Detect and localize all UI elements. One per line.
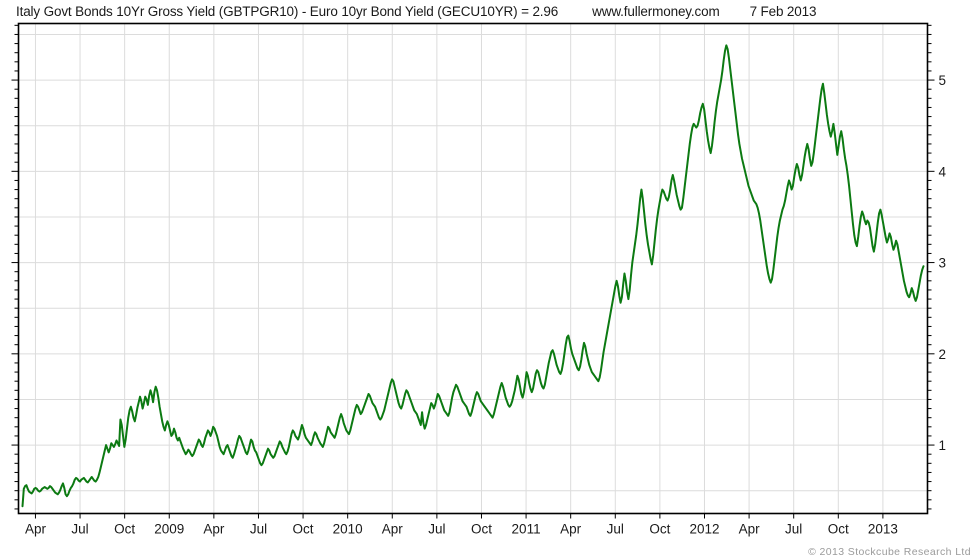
x-axis-tick-label: Oct xyxy=(471,522,492,537)
data-series-line xyxy=(21,44,925,508)
x-axis-tick-label: Jul xyxy=(785,522,802,537)
y-axis-ticks: 1 2 3 4 5 xyxy=(11,24,947,510)
x-axis-tick-label: Apr xyxy=(739,522,761,537)
y-axis-tick-label: 4 xyxy=(939,164,947,179)
y-axis-tick-label: 1 xyxy=(939,438,947,453)
chart-title-bar: Italy Govt Bonds 10Yr Gross Yield (GBTPG… xyxy=(0,0,980,23)
website-label: www.fullermoney.com xyxy=(592,4,720,19)
series-layer xyxy=(21,44,925,508)
x-axis-tick-label: Apr xyxy=(560,522,582,537)
x-axis-tick-label: Apr xyxy=(382,522,404,537)
y-axis-tick-label: 2 xyxy=(939,347,947,362)
x-axis-tick-label: Jul xyxy=(250,522,267,537)
x-axis-tick-label: 2010 xyxy=(333,522,363,537)
y-axis-tick-label: 5 xyxy=(939,73,947,88)
grid-layer xyxy=(18,23,928,514)
x-axis-tick-label: 2011 xyxy=(512,522,541,537)
x-axis-tick-label: 2009 xyxy=(154,522,184,537)
copyright-notice: © 2013 Stockcube Research Ltd xyxy=(808,546,971,558)
y-axis-tick-label: 3 xyxy=(939,256,947,271)
page-title: Italy Govt Bonds 10Yr Gross Yield (GBTPG… xyxy=(16,4,559,19)
x-axis-tick-label: Oct xyxy=(828,522,849,537)
x-axis-tick-label: Jul xyxy=(71,522,88,537)
x-axis-tick-label: Oct xyxy=(293,522,314,537)
chart-date-label: 7 Feb 2013 xyxy=(749,4,817,19)
plot-frame xyxy=(17,22,929,515)
x-axis-tick-label: Jul xyxy=(428,522,445,537)
x-axis-tick-label: Oct xyxy=(649,522,670,537)
x-axis-tick-label: 2013 xyxy=(868,522,898,537)
x-axis-tick-label: Apr xyxy=(203,522,225,537)
x-axis-tick-label: 2012 xyxy=(689,522,719,537)
x-axis-tick-label: Apr xyxy=(25,522,47,537)
x-axis-tick-label: Oct xyxy=(114,522,135,537)
x-axis-tick-label: Jul xyxy=(607,522,624,537)
x-axis-ticks: Apr Jul Oct 2009 Apr Jul Oct 2010 Apr Jul Oct 2011 A… xyxy=(25,513,898,537)
